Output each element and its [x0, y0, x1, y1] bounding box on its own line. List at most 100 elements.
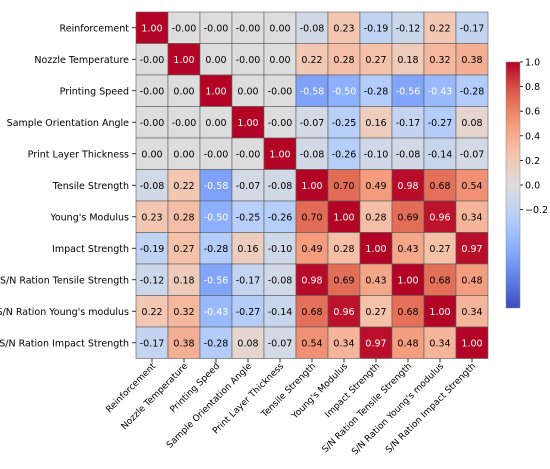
heatmap-cell-r7-c9: [423, 232, 457, 265]
heatmap-cell-r7-c3: [231, 232, 265, 265]
heatmap-cell-r0-c0: [135, 11, 169, 44]
heatmap-cell-label-r10-c6: 0.34: [333, 338, 354, 349]
colorbar-tick-label-2: 0.6: [525, 107, 540, 118]
heatmap-cell-label-r5-c3: -0.07: [236, 181, 261, 192]
heatmap-cell-label-r8-c5: 0.98: [301, 275, 322, 286]
heatmap-cell-r2-c2: [199, 74, 233, 107]
heatmap-cell-r3-c8: [391, 106, 425, 139]
heatmap-cell-r1-c8: [391, 43, 425, 76]
heatmap-cell-label-r5-c8: 0.98: [397, 181, 418, 192]
heatmap-cell-r5-c0: [135, 169, 169, 202]
heatmap-cell-label-r10-c9: 0.34: [429, 338, 450, 349]
heatmap-cell-label-r2-c0: -0.00: [140, 86, 165, 97]
colorbar-tick-label-5: 0.0: [525, 181, 540, 192]
heatmap-cell-label-r5-c7: 0.49: [365, 181, 386, 192]
heatmap-cell-r10-c2: [199, 326, 233, 359]
heatmap-cell-r9-c5: [295, 295, 329, 328]
heatmap-cell-label-r9-c7: 0.27: [365, 307, 386, 318]
heatmap-cell-r6-c3: [231, 200, 265, 233]
heatmap-cell-label-r1-c1: 1.00: [173, 55, 194, 66]
heatmap-cell-label-r3-c8: -0.17: [396, 118, 421, 129]
heatmap-cell-r9-c8: [391, 295, 425, 328]
heatmap-cell-label-r1-c5: 0.22: [301, 55, 322, 66]
heatmap-cell-r8-c8: [391, 263, 425, 296]
heatmap-cell-label-r8-c3: -0.17: [236, 275, 261, 286]
heatmap-cell-r9-c0: [135, 295, 169, 328]
heatmap-cell-label-r0-c4: 0.00: [269, 23, 290, 34]
row-label-1: Nozzle Temperature: [34, 55, 129, 66]
heatmap-cell-label-r6-c0: 0.23: [141, 212, 162, 223]
heatmap-cell-r3-c10: [455, 106, 489, 139]
heatmap-cell-label-r7-c2: -0.28: [204, 244, 229, 255]
heatmap-cell-label-r7-c4: -0.10: [268, 244, 293, 255]
heatmap-cell-r9-c3: [231, 295, 265, 328]
heatmap-cell-label-r6-c3: -0.25: [236, 212, 261, 223]
heatmap-cell-label-r8-c1: 0.18: [173, 275, 194, 286]
heatmap-cell-label-r6-c8: 0.69: [397, 212, 418, 223]
heatmap-cell-label-r3-c6: -0.25: [332, 118, 357, 129]
heatmap-cell-r1-c4: [263, 43, 297, 76]
heatmap-cell-r2-c10: [455, 74, 489, 107]
column-label-7: Impact Strength: [323, 362, 382, 421]
heatmap-cell-r6-c1: [167, 200, 201, 233]
heatmap-cell-r6-c2: [199, 200, 233, 233]
heatmap-cell-r10-c7: [359, 326, 393, 359]
heatmap-cell-r1-c9: [423, 43, 457, 76]
heatmap-cell-r1-c6: [327, 43, 361, 76]
heatmap-cell-label-r5-c1: 0.22: [173, 181, 194, 192]
heatmap-cell-label-r8-c9: 0.68: [429, 275, 450, 286]
heatmap-cell-r1-c0: [135, 43, 169, 76]
heatmap-cell-r3-c2: [199, 106, 233, 139]
heatmap-cell-r0-c10: [455, 11, 489, 44]
heatmap-cell-r3-c6: [327, 106, 361, 139]
heatmap-cell-label-r8-c6: 0.69: [333, 275, 354, 286]
heatmap-cell-label-r10-c10: 1.00: [461, 338, 482, 349]
heatmap-cell-r8-c7: [359, 263, 393, 296]
heatmap-cell-label-r2-c8: -0.56: [396, 86, 421, 97]
heatmap-cell-label-r7-c7: 1.00: [365, 244, 386, 255]
heatmap-cell-r0-c7: [359, 11, 393, 44]
heatmap-cell-label-r9-c5: 0.68: [301, 307, 322, 318]
colorbar: 1.0 0.8 0.6 0.4 0.2 0.0 −0.2: [505, 58, 548, 309]
heatmap-cell-label-r5-c6: 0.70: [333, 181, 354, 192]
heatmap-cell-label-r3-c10: 0.08: [461, 118, 482, 129]
heatmap-cell-label-r7-c1: 0.27: [173, 244, 194, 255]
heatmap-cell-label-r8-c7: 0.43: [365, 275, 386, 286]
heatmap-cell-r4-c4: [263, 137, 297, 170]
heatmap-cell-label-r2-c3: 0.00: [237, 86, 258, 97]
heatmap-cell-r7-c6: [327, 232, 361, 265]
heatmap-cell-label-r0-c7: -0.19: [364, 23, 389, 34]
heatmap-cell-label-r3-c1: -0.00: [172, 118, 197, 129]
heatmap-cell-label-r3-c2: 0.00: [205, 118, 226, 129]
heatmap-cell-label-r0-c3: -0.00: [236, 23, 261, 34]
heatmap-cell-label-r2-c5: -0.58: [300, 86, 325, 97]
heatmap-cell-label-r6-c6: 1.00: [333, 212, 354, 223]
heatmap-cell-r2-c5: [295, 74, 329, 107]
heatmap-cell-label-r10-c4: -0.07: [268, 338, 293, 349]
heatmap-cell-label-r6-c5: 0.70: [301, 212, 322, 223]
heatmap-cell-label-r9-c0: 0.22: [141, 307, 162, 318]
row-label-5: Tensile Strength: [52, 181, 129, 192]
heatmap-cell-label-r7-c6: 0.28: [333, 244, 354, 255]
heatmap-cell-r7-c7: [359, 232, 393, 265]
heatmap-cell-label-r2-c4: -0.00: [268, 86, 293, 97]
heatmap-cell-r4-c9: [423, 137, 457, 170]
heatmap-cell-label-r0-c0: 1.00: [141, 23, 162, 34]
heatmap-cell-label-r0-c1: -0.00: [172, 23, 197, 34]
heatmap-cell-r1-c10: [455, 43, 489, 76]
heatmap-cell-label-r1-c7: 0.27: [365, 55, 386, 66]
heatmap-cell-r8-c9: [423, 263, 457, 296]
heatmap-cell-label-r9-c4: -0.14: [268, 307, 293, 318]
heatmap-cell-r2-c6: [327, 74, 361, 107]
heatmap-cell-r9-c7: [359, 295, 393, 328]
heatmap-cell-r5-c3: [231, 169, 265, 202]
heatmap-cell-r10-c10: [455, 326, 489, 359]
heatmap-cell-r6-c6: [327, 200, 361, 233]
row-label-0: Reinforcement: [60, 23, 130, 34]
heatmap-cell-label-r3-c3: 1.00: [237, 118, 258, 129]
row-label-3: Sample Orientation Angle: [7, 118, 129, 129]
heatmap-cell-label-r5-c10: 0.54: [461, 181, 482, 192]
heatmap-cell-label-r0-c8: -0.12: [396, 23, 421, 34]
heatmap-cell-r8-c0: [135, 263, 169, 296]
heatmap-cell-r7-c5: [295, 232, 329, 265]
